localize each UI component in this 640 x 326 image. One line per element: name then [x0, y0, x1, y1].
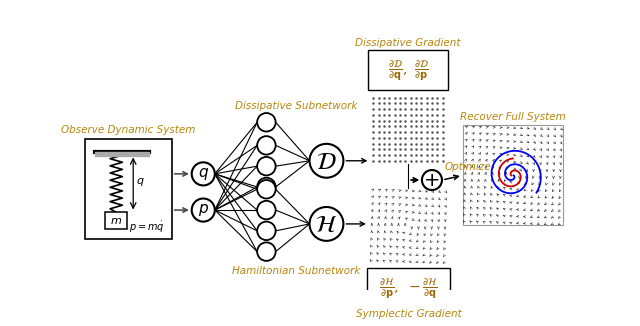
Text: Hamiltonian Subnetwork: Hamiltonian Subnetwork	[232, 266, 360, 276]
Text: Symplectic Gradient: Symplectic Gradient	[356, 309, 461, 319]
Text: $\frac{\partial\mathcal{D}}{\partial\mathbf{q}},\ \frac{\partial\mathcal{D}}{\pa: $\frac{\partial\mathcal{D}}{\partial\mat…	[388, 59, 429, 83]
Text: $\frac{\partial\mathcal{H}}{\partial\mathbf{p}},\ -\frac{\partial\mathcal{H}}{\p: $\frac{\partial\mathcal{H}}{\partial\mat…	[379, 276, 438, 301]
Circle shape	[310, 144, 344, 178]
Text: Recover Full System: Recover Full System	[460, 111, 566, 122]
Circle shape	[257, 157, 276, 175]
Text: $m$: $m$	[110, 216, 122, 226]
Text: +: +	[424, 170, 440, 189]
Circle shape	[422, 170, 442, 190]
Text: $\mathcal{H}$: $\mathcal{H}$	[316, 213, 337, 237]
Circle shape	[257, 243, 276, 261]
Circle shape	[257, 136, 276, 155]
Text: $\mathcal{D}$: $\mathcal{D}$	[316, 150, 337, 173]
Text: $q$: $q$	[136, 176, 144, 188]
Circle shape	[257, 178, 276, 196]
Circle shape	[310, 207, 344, 241]
Text: $p$: $p$	[198, 202, 209, 218]
Text: Optimize: Optimize	[445, 162, 492, 172]
Circle shape	[257, 201, 276, 219]
FancyBboxPatch shape	[86, 139, 172, 239]
FancyBboxPatch shape	[106, 212, 127, 229]
Text: Dissipative Gradient: Dissipative Gradient	[355, 38, 461, 48]
Text: Observe Dynamic System: Observe Dynamic System	[61, 126, 196, 135]
Circle shape	[192, 162, 215, 185]
Text: Dissipative Subnetwork: Dissipative Subnetwork	[236, 101, 358, 111]
Circle shape	[192, 199, 215, 222]
FancyBboxPatch shape	[368, 50, 448, 90]
Circle shape	[257, 222, 276, 240]
Text: $q$: $q$	[198, 166, 209, 182]
FancyBboxPatch shape	[367, 268, 451, 308]
Circle shape	[257, 113, 276, 131]
Circle shape	[257, 180, 276, 199]
Text: $p = m\dot{q}$: $p = m\dot{q}$	[129, 219, 164, 235]
